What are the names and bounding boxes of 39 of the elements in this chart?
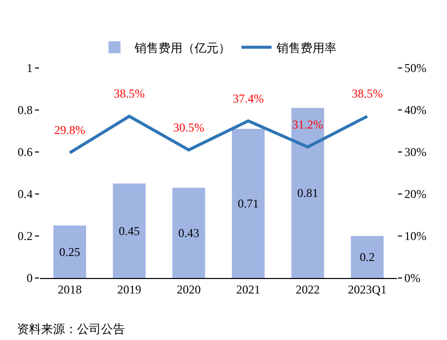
data-label: 29.8% bbox=[54, 123, 86, 138]
y-tick-label: 0.2 bbox=[18, 229, 33, 244]
y2-tick-label: 30% bbox=[404, 145, 426, 160]
y-tick-label: 0.4 bbox=[18, 187, 33, 202]
data-label: 38.5% bbox=[352, 86, 383, 101]
y-tick-label: 0.6 bbox=[18, 145, 33, 160]
x-tick-label: 2022 bbox=[296, 282, 320, 296]
x-tick-label: 2023Q1 bbox=[348, 282, 387, 296]
y2-tick-label: 20% bbox=[404, 187, 426, 202]
y-tick-label: 0.8 bbox=[18, 103, 33, 118]
x-tick-label: 2020 bbox=[176, 282, 201, 296]
data-label: 0.45 bbox=[118, 224, 140, 238]
legend-label: 销售费用率 bbox=[276, 40, 336, 55]
bar bbox=[232, 128, 265, 278]
data-label: 0.71 bbox=[238, 196, 259, 210]
x-tick-label: 2018 bbox=[58, 282, 82, 296]
data-label: 0.2 bbox=[360, 250, 375, 264]
bar bbox=[291, 108, 324, 278]
data-label: 30.5% bbox=[173, 120, 204, 134]
data-label: 38.5% bbox=[114, 86, 145, 101]
bar bbox=[112, 184, 146, 278]
y2-tick-label: 0% bbox=[404, 271, 420, 286]
data-label: 0.43 bbox=[178, 226, 200, 240]
y-tick-label: 0 bbox=[26, 271, 33, 286]
legend-label: 销售费用（亿元） bbox=[134, 40, 230, 55]
y-tick-label: 1 bbox=[26, 61, 33, 76]
bar bbox=[53, 226, 86, 278]
y2-tick-label: 40% bbox=[404, 103, 426, 118]
text: 资料来源：公司公告 bbox=[17, 322, 125, 336]
y2-tick-label: 50% bbox=[404, 61, 426, 76]
bar bbox=[172, 188, 206, 278]
x-tick-label: 2019 bbox=[117, 282, 142, 296]
data-label: 0.25 bbox=[59, 244, 80, 259]
data-label: 0.81 bbox=[297, 186, 318, 200]
bar bbox=[350, 236, 384, 278]
x-tick-label: 2021 bbox=[236, 282, 260, 296]
data-label: 31.2% bbox=[292, 117, 324, 132]
y2-tick-label: 10% bbox=[404, 229, 426, 244]
data-label: 37.4% bbox=[232, 91, 264, 106]
